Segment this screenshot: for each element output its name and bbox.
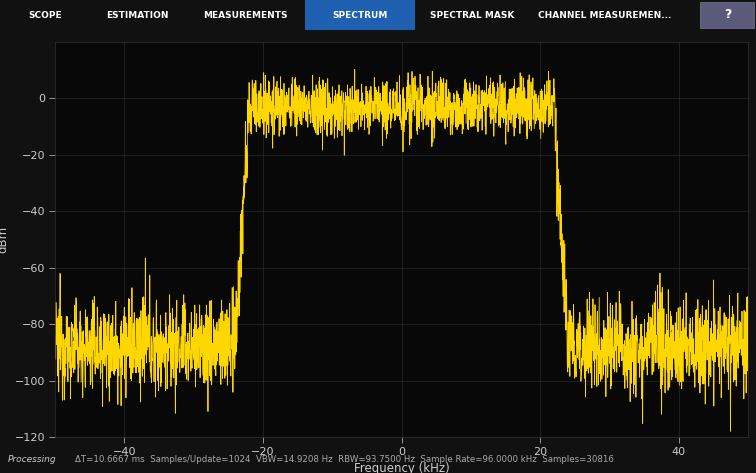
Text: SPECTRUM: SPECTRUM (333, 10, 388, 19)
Text: MEASUREMENTS: MEASUREMENTS (203, 10, 287, 19)
Text: CHANNEL MEASUREMEN...: CHANNEL MEASUREMEN... (538, 10, 671, 19)
Text: SPECTRAL MASK: SPECTRAL MASK (430, 10, 515, 19)
Text: ΔT=10.6667 ms  Samples/Update=1024  VBW=14.9208 Hz  RBW=93.7500 Hz  Sample Rate=: ΔT=10.6667 ms Samples/Update=1024 VBW=14… (75, 455, 614, 464)
Text: Processing: Processing (8, 455, 57, 464)
X-axis label: Frequency (kHz): Frequency (kHz) (354, 462, 449, 473)
Text: SCOPE: SCOPE (28, 10, 62, 19)
Y-axis label: dBm: dBm (0, 226, 9, 253)
Bar (305, 0, 415, 30)
Text: ESTIMATION: ESTIMATION (107, 10, 169, 19)
Bar (700, 2, 754, 28)
Text: ?: ? (724, 9, 732, 21)
